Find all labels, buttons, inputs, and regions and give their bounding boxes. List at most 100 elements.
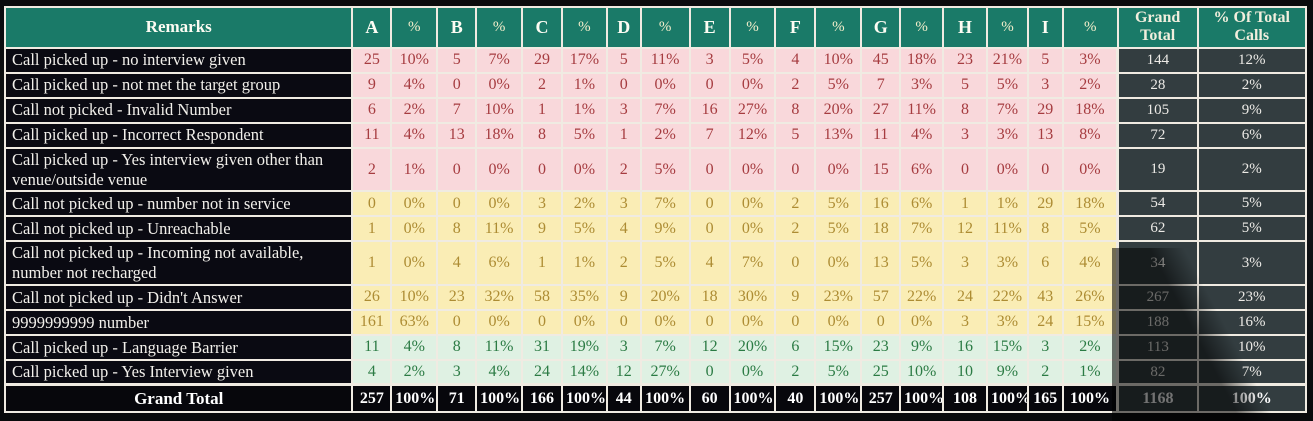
table-row: 9999999999 number 161 63% 0 0% 0 0% 0 0% 0 0% 0 0% 0 0… [3, 308, 1307, 336]
column-header-a: A [351, 6, 393, 49]
percent-value-cell: 7% [639, 96, 691, 124]
count-value-cell: 4 [351, 358, 393, 386]
grand-total-value-cell: 60 [688, 383, 731, 413]
column-header-b: B [436, 6, 478, 49]
row-grand-total: 72 [1116, 121, 1199, 149]
count-value-cell: 45 [860, 46, 902, 74]
count-value-cell: 25 [860, 358, 902, 386]
column-header-g: G [860, 6, 902, 49]
row-pct-of-total: 5% [1196, 190, 1307, 218]
percent-value-cell: 5% [814, 215, 863, 243]
count-value-cell: 0 [860, 308, 902, 336]
count-value-cell: 29 [1026, 96, 1064, 124]
percent-value-cell: 0% [475, 71, 524, 99]
count-value-cell: 13 [436, 121, 478, 149]
row-label: Call not picked up - Incoming not availa… [3, 240, 354, 286]
table-row: Call picked up - Yes Interview given 4 2% 3… [3, 358, 1307, 386]
grand-total-value-cell: 44 [605, 383, 642, 413]
count-value-cell: 6 [774, 333, 817, 361]
count-value-cell: 1 [942, 190, 988, 218]
count-value-cell: 3 [1026, 333, 1064, 361]
percent-value-cell: 23% [814, 283, 863, 311]
count-value-cell: 12 [605, 358, 642, 386]
percent-value-cell: 1% [390, 146, 439, 193]
row-grand-total: 62 [1116, 215, 1199, 243]
percent-value-cell: 9% [639, 215, 691, 243]
percent-value-cell: 0% [728, 190, 777, 218]
grand-total-value-cell: 100% [639, 383, 691, 413]
count-value-cell: 31 [521, 333, 563, 361]
column-header-c: C [521, 6, 563, 49]
row-label: Call not picked up - number not in servi… [3, 190, 354, 218]
percent-value-cell: 7% [639, 190, 691, 218]
percent-value-cell: 3% [1061, 46, 1119, 74]
percent-value-cell: 0% [814, 146, 863, 193]
count-value-cell: 25 [351, 46, 393, 74]
percent-value-cell: 3% [899, 71, 945, 99]
percent-value-cell: 5% [728, 46, 777, 74]
percent-value-cell: 0% [475, 146, 524, 193]
count-value-cell: 9 [774, 283, 817, 311]
percent-value-cell: 5% [639, 146, 691, 193]
count-value-cell: 12 [688, 333, 731, 361]
percent-value-cell: 18% [475, 121, 524, 149]
percent-value-cell: 20% [814, 96, 863, 124]
column-header-percent: % [1061, 6, 1119, 49]
percent-value-cell: 4% [390, 71, 439, 99]
percent-value-cell: 5% [1061, 215, 1119, 243]
count-value-cell: 27 [860, 96, 902, 124]
grand-total-value-cell: 166 [521, 383, 563, 413]
percent-value-cell: 0% [728, 215, 777, 243]
row-grand-total: 34 [1116, 240, 1199, 286]
row-pct-of-total: 12% [1196, 46, 1307, 74]
count-value-cell: 24 [1026, 308, 1064, 336]
count-value-cell: 1 [521, 240, 563, 286]
count-value-cell: 8 [436, 215, 478, 243]
count-value-cell: 24 [942, 283, 988, 311]
percent-value-cell: 21% [986, 46, 1029, 74]
count-value-cell: 1 [605, 121, 642, 149]
count-value-cell: 0 [436, 146, 478, 193]
percent-value-cell: 11% [475, 333, 524, 361]
percent-value-cell: 0% [814, 308, 863, 336]
row-pct-of-total: 3% [1196, 240, 1307, 286]
grand-total-value-cell: 100% [986, 383, 1029, 413]
percent-value-cell: 15% [986, 333, 1029, 361]
row-grand-total: 28 [1116, 71, 1199, 99]
percent-value-cell: 1% [560, 96, 608, 124]
percent-value-cell: 5% [899, 240, 945, 286]
row-label: Call picked up - Language Barrier [3, 333, 354, 361]
percent-value-cell: 10% [814, 46, 863, 74]
count-value-cell: 0 [436, 308, 478, 336]
percent-value-cell: 9% [986, 358, 1029, 386]
count-value-cell: 3 [605, 333, 642, 361]
row-label: Call picked up - Yes interview given oth… [3, 146, 354, 193]
count-value-cell: 15 [860, 146, 902, 193]
column-header-percent: % [475, 6, 524, 49]
percent-value-cell: 3% [986, 308, 1029, 336]
column-header-percent: % [899, 6, 945, 49]
count-value-cell: 23 [860, 333, 902, 361]
percent-value-cell: 0% [639, 71, 691, 99]
percent-value-cell: 2% [1061, 71, 1119, 99]
count-value-cell: 0 [688, 215, 731, 243]
count-value-cell: 10 [942, 358, 988, 386]
count-value-cell: 2 [774, 190, 817, 218]
percent-value-cell: 22% [899, 283, 945, 311]
count-value-cell: 8 [436, 333, 478, 361]
row-pct-of-total: 2% [1196, 146, 1307, 193]
row-pct-of-total: 5% [1196, 215, 1307, 243]
count-value-cell: 0 [774, 146, 817, 193]
percent-value-cell: 0% [728, 308, 777, 336]
grand-total-value-cell: 257 [860, 383, 902, 413]
row-grand-total: 144 [1116, 46, 1199, 74]
percent-value-cell: 0% [390, 215, 439, 243]
column-header-percent: % [639, 6, 691, 49]
column-header-percent: % [986, 6, 1029, 49]
row-pct-of-total: 2% [1196, 71, 1307, 99]
count-value-cell: 2 [605, 240, 642, 286]
count-value-cell: 6 [351, 96, 393, 124]
count-value-cell: 3 [605, 190, 642, 218]
percent-value-cell: 0% [1061, 146, 1119, 193]
